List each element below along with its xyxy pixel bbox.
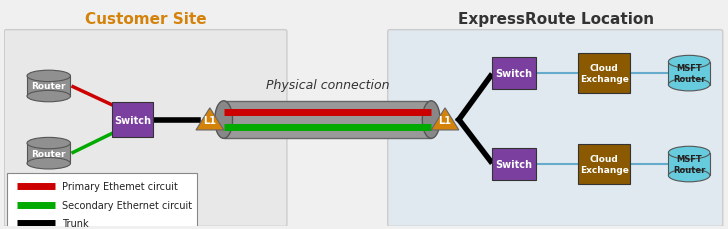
FancyBboxPatch shape bbox=[27, 76, 71, 97]
FancyBboxPatch shape bbox=[112, 102, 154, 138]
FancyBboxPatch shape bbox=[579, 145, 630, 184]
Ellipse shape bbox=[27, 91, 71, 102]
Text: ExpressRoute Location: ExpressRoute Location bbox=[458, 12, 654, 27]
FancyBboxPatch shape bbox=[492, 149, 536, 180]
Text: Primary Ethemet circuit: Primary Ethemet circuit bbox=[62, 181, 178, 191]
Text: Router: Router bbox=[31, 149, 66, 158]
Text: Cloud
Exchange: Cloud Exchange bbox=[579, 64, 628, 83]
FancyBboxPatch shape bbox=[7, 173, 197, 229]
Text: Cloud
Exchange: Cloud Exchange bbox=[579, 155, 628, 174]
Text: Physical connection: Physical connection bbox=[266, 79, 389, 92]
Text: L1: L1 bbox=[203, 116, 216, 126]
FancyBboxPatch shape bbox=[4, 30, 287, 226]
Ellipse shape bbox=[215, 101, 232, 139]
Text: Secondary Ethernet circuit: Secondary Ethernet circuit bbox=[62, 200, 191, 210]
Polygon shape bbox=[196, 108, 223, 130]
FancyBboxPatch shape bbox=[668, 153, 710, 176]
Text: Router: Router bbox=[31, 82, 66, 91]
Ellipse shape bbox=[668, 56, 710, 69]
Text: Switch: Switch bbox=[496, 69, 533, 79]
Ellipse shape bbox=[27, 158, 71, 169]
FancyBboxPatch shape bbox=[492, 58, 536, 90]
Ellipse shape bbox=[422, 101, 440, 139]
Text: Switch: Switch bbox=[114, 115, 151, 125]
FancyBboxPatch shape bbox=[388, 30, 723, 226]
Text: Trunk: Trunk bbox=[62, 218, 88, 228]
Ellipse shape bbox=[668, 79, 710, 92]
Text: L1: L1 bbox=[438, 116, 451, 126]
Text: MSFT
Router: MSFT Router bbox=[673, 155, 705, 174]
Text: Customer Site: Customer Site bbox=[84, 12, 207, 27]
Ellipse shape bbox=[27, 71, 71, 82]
FancyBboxPatch shape bbox=[27, 143, 71, 164]
FancyBboxPatch shape bbox=[223, 101, 431, 139]
FancyBboxPatch shape bbox=[579, 54, 630, 93]
Polygon shape bbox=[431, 108, 459, 130]
Text: Switch: Switch bbox=[496, 159, 533, 169]
Text: MSFT
Router: MSFT Router bbox=[673, 64, 705, 83]
FancyBboxPatch shape bbox=[668, 63, 710, 85]
Ellipse shape bbox=[27, 138, 71, 149]
Ellipse shape bbox=[668, 147, 710, 159]
Ellipse shape bbox=[668, 169, 710, 182]
